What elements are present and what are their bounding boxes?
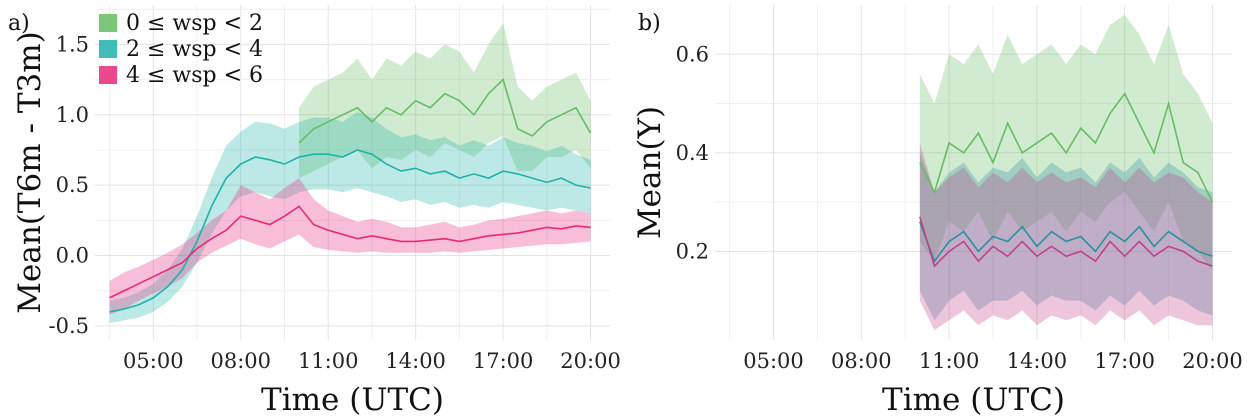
y-axis-label: Mean(Y) <box>632 106 668 239</box>
legend-swatch <box>99 40 117 58</box>
x-tick-label: 08:00 <box>210 349 271 373</box>
y-tick-label: 0.5 <box>56 173 89 197</box>
y-tick-label: 0.4 <box>676 141 709 165</box>
grid <box>715 5 1232 340</box>
confidence-band <box>299 23 591 179</box>
x-tick-label: 17:00 <box>1094 349 1155 373</box>
confidence-band <box>919 142 1213 331</box>
x-tick-label: 20:00 <box>560 349 621 373</box>
confidence-band <box>919 14 1213 272</box>
y-tick-label: 0.6 <box>676 42 709 66</box>
series-line <box>919 221 1213 263</box>
confidence-band <box>109 178 591 315</box>
series-line <box>109 205 591 299</box>
x-axis-label: Time (UTC) <box>882 382 1065 418</box>
x-tick-label: 11:00 <box>298 349 359 373</box>
series-line <box>919 216 1213 268</box>
y-tick-label: -0.5 <box>49 314 90 338</box>
legend: 0 ≤ wsp < 22 ≤ wsp < 44 ≤ wsp < 6 <box>99 11 263 88</box>
legend-label: 0 ≤ wsp < 2 <box>126 11 263 36</box>
confidence-band <box>919 152 1213 321</box>
y-tick-label: 0.2 <box>676 239 709 263</box>
legend-swatch <box>99 66 117 84</box>
legend-label: 2 ≤ wsp < 4 <box>126 37 263 62</box>
x-tick-label: 05:00 <box>743 349 804 373</box>
y-tick-label: 1.5 <box>56 32 89 56</box>
x-tick-label: 14:00 <box>385 349 446 373</box>
panel-label: a) <box>8 11 30 36</box>
x-tick-label: 05:00 <box>123 349 184 373</box>
series-line <box>298 78 592 144</box>
panel-label: b) <box>638 11 661 36</box>
legend-label: 4 ≤ wsp < 6 <box>126 63 263 88</box>
panel-a: 05:00 08:00 11:00 14:00 17:00 20:00 -0.5 0.0 0.5… <box>8 5 621 418</box>
x-tick-label: 14:00 <box>1007 349 1068 373</box>
y-axis-label: Mean(T6m - T3m) <box>12 31 48 314</box>
x-tick-label: 20:00 <box>1182 349 1243 373</box>
grid <box>95 5 610 340</box>
panel-b: 05:00 08:00 11:00 14:00 17:00 20:00 0.2 0.4 0.6 T… <box>632 5 1243 418</box>
legend-swatch <box>99 14 117 32</box>
x-tick-label: 11:00 <box>919 349 980 373</box>
x-tick-label: 08:00 <box>831 349 892 373</box>
x-axis-label: Time (UTC) <box>261 382 444 418</box>
confidence-band <box>109 111 591 324</box>
series-line <box>919 92 1214 203</box>
y-tick-label: 1.0 <box>56 103 89 127</box>
y-tick-label: 0.0 <box>56 244 89 268</box>
x-tick-label: 17:00 <box>473 349 534 373</box>
